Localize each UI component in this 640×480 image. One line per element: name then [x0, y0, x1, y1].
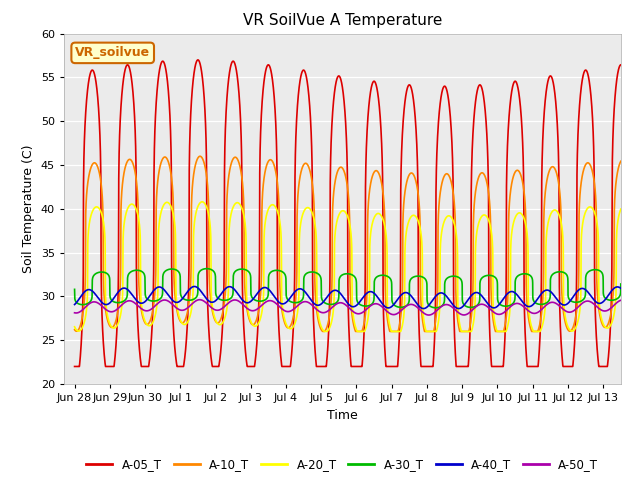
- A-30_T: [112, 300, 120, 305]
- A-50_T: [462, 312, 470, 317]
- A-20_T: [198, 199, 206, 204]
- A-20_T: [216, 322, 223, 327]
- A-10_T: [236, 160, 243, 166]
- A-20_T: [617, 206, 625, 212]
- A-20_T: [570, 328, 577, 334]
- A-05_T: [570, 360, 577, 365]
- Line: A-50_T: A-50_T: [75, 300, 621, 315]
- Line: A-10_T: A-10_T: [75, 156, 621, 331]
- A-50_T: [216, 307, 223, 313]
- A-40_T: [570, 294, 577, 300]
- A-30_T: [462, 303, 470, 309]
- A-20_T: [236, 201, 243, 206]
- A-40_T: [462, 300, 470, 305]
- A-30_T: [216, 296, 223, 302]
- A-50_T: [425, 312, 433, 318]
- A-10_T: [462, 328, 470, 334]
- A-50_T: [112, 307, 120, 313]
- A-40_T: [420, 306, 428, 312]
- A-20_T: [462, 328, 470, 334]
- A-40_T: [216, 294, 223, 300]
- A-10_T: [520, 183, 527, 189]
- A-20_T: [71, 324, 79, 330]
- A-10_T: [570, 324, 577, 330]
- Line: A-30_T: A-30_T: [75, 269, 621, 308]
- A-40_T: [617, 286, 625, 291]
- Line: A-20_T: A-20_T: [75, 202, 621, 331]
- A-10_T: [216, 319, 223, 325]
- A-30_T: [520, 271, 527, 277]
- A-05_T: [462, 364, 470, 370]
- A-30_T: [617, 281, 625, 287]
- A-40_T: [191, 284, 198, 289]
- Line: A-40_T: A-40_T: [75, 287, 621, 309]
- A-10_T: [196, 154, 204, 159]
- A-30_T: [203, 266, 211, 272]
- A-40_T: [520, 300, 527, 306]
- A-30_T: [236, 266, 243, 272]
- A-20_T: [112, 324, 120, 330]
- A-20_T: [321, 328, 328, 334]
- A-10_T: [617, 158, 625, 164]
- A-50_T: [520, 303, 527, 309]
- A-05_T: [236, 92, 243, 97]
- A-40_T: [71, 301, 79, 307]
- A-30_T: [570, 299, 577, 305]
- A-30_T: [432, 305, 440, 311]
- Title: VR SoilVue A Temperature: VR SoilVue A Temperature: [243, 13, 442, 28]
- A-40_T: [112, 292, 120, 298]
- A-05_T: [194, 57, 202, 63]
- A-50_T: [236, 299, 243, 304]
- A-10_T: [71, 327, 79, 333]
- A-20_T: [520, 214, 527, 219]
- Line: A-05_T: A-05_T: [75, 60, 621, 367]
- A-05_T: [216, 361, 223, 367]
- A-50_T: [617, 298, 625, 303]
- A-50_T: [570, 308, 577, 314]
- Legend: A-05_T, A-10_T, A-20_T, A-30_T, A-40_T, A-50_T: A-05_T, A-10_T, A-20_T, A-30_T, A-40_T, …: [82, 454, 603, 476]
- X-axis label: Time: Time: [327, 408, 358, 421]
- A-05_T: [112, 343, 120, 348]
- A-10_T: [319, 328, 326, 334]
- A-50_T: [71, 310, 79, 316]
- Y-axis label: Soil Temperature (C): Soil Temperature (C): [22, 144, 35, 273]
- A-10_T: [112, 318, 120, 324]
- A-40_T: [236, 293, 243, 299]
- Text: VR_soilvue: VR_soilvue: [75, 47, 150, 60]
- A-05_T: [617, 62, 625, 68]
- A-05_T: [71, 364, 79, 370]
- A-05_T: [519, 154, 527, 160]
- A-30_T: [71, 287, 79, 292]
- A-50_T: [196, 297, 204, 302]
